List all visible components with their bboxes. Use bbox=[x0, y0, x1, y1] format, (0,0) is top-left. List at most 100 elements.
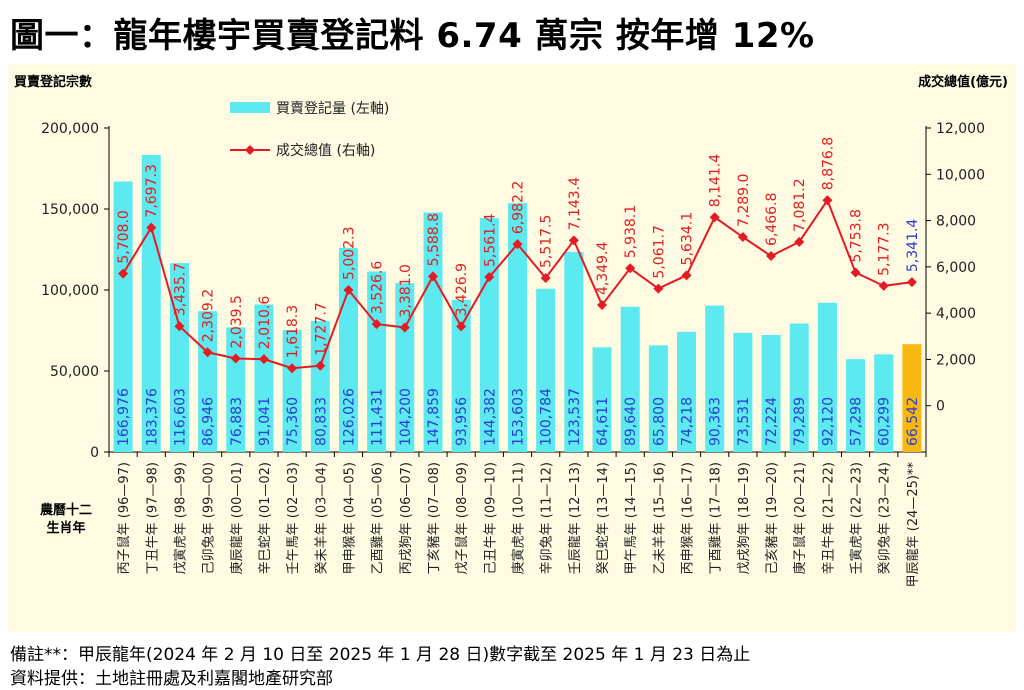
bar-registrations bbox=[705, 305, 725, 452]
x-category-label: 庚辰龍年 (00—01) bbox=[229, 462, 245, 574]
y-left-tick-label: 50,000 bbox=[50, 364, 99, 380]
bar-value-label: 79,289 bbox=[792, 397, 808, 446]
bar-registrations bbox=[423, 212, 443, 452]
line-value-label: 5,588.8 bbox=[426, 213, 442, 266]
bar-value-label: 65,800 bbox=[651, 397, 667, 446]
line-point-marker bbox=[709, 212, 720, 223]
line-point-marker bbox=[681, 270, 692, 281]
line-value-label: 1,727.7 bbox=[313, 302, 329, 355]
bar-value-label: 153,603 bbox=[511, 388, 527, 446]
bar-value-label: 183,376 bbox=[144, 388, 160, 446]
bar-value-label: 80,833 bbox=[313, 397, 329, 446]
bar-value-label: 116,603 bbox=[172, 388, 188, 446]
bar-value-label: 66,542 bbox=[905, 397, 921, 446]
bar-value-label: 104,200 bbox=[398, 388, 414, 446]
line-point-marker bbox=[456, 321, 467, 332]
bar-value-label: 123,537 bbox=[567, 388, 583, 446]
bar-registrations bbox=[620, 306, 640, 452]
y-right-tick-label: 10,000 bbox=[936, 167, 985, 183]
x-category-label: 丙申猴年 (16—17) bbox=[681, 462, 696, 574]
x-category-label: 己亥豬年 (19—20) bbox=[765, 462, 780, 574]
y-left-tick-label: 0 bbox=[90, 445, 99, 461]
bar-registrations bbox=[648, 345, 668, 452]
y-left-tick-label: 150,000 bbox=[41, 202, 99, 218]
x-category-label: 癸巳蛇年 (13—14) bbox=[596, 462, 611, 574]
legend-line-label: 成交總值 (右軸) bbox=[276, 142, 375, 159]
y-axis-left-title: 買賣登記宗數 bbox=[14, 74, 92, 90]
bar-registrations bbox=[564, 251, 584, 452]
line-value-label: 2,039.5 bbox=[229, 295, 245, 348]
x-category-label: 甲午馬年 (14—15) bbox=[624, 462, 639, 574]
bar-value-label: 73,531 bbox=[736, 397, 752, 446]
line-point-marker bbox=[737, 232, 748, 243]
line-value-label: 5,753.8 bbox=[849, 209, 865, 262]
bar-value-label: 76,883 bbox=[229, 397, 245, 446]
bar-registrations bbox=[367, 271, 387, 452]
line-point-marker bbox=[202, 347, 213, 358]
x-category-label: 丁亥豬年 (07—08) bbox=[427, 462, 442, 574]
bar-registrations bbox=[141, 154, 161, 452]
legend-bar-label: 買賣登記量 (左軸) bbox=[276, 100, 389, 117]
footnote-source: 資料提供：土地註冊處及利嘉閣地產研究部 bbox=[10, 669, 333, 689]
x-category-label: 丁丑牛年 (97—98) bbox=[145, 462, 160, 574]
x-category-label: 癸未羊年 (03—04) bbox=[313, 462, 329, 574]
bar-registrations bbox=[592, 347, 612, 452]
y-left-tick-label: 100,000 bbox=[41, 283, 99, 299]
bar-registrations bbox=[254, 304, 274, 452]
line-value-label: 7,081.2 bbox=[792, 178, 808, 231]
line-point-marker bbox=[315, 360, 326, 371]
x-axis-title-line1: 農曆十二 bbox=[40, 502, 92, 518]
line-point-marker bbox=[850, 267, 861, 278]
line-point-marker bbox=[230, 353, 241, 364]
bar-registrations bbox=[536, 288, 556, 452]
line-point-marker bbox=[822, 195, 833, 206]
x-category-label: 戊寅虎年 (98—99) bbox=[172, 462, 188, 574]
line-value-label: 5,002.3 bbox=[341, 227, 357, 280]
x-category-label: 癸卯兔年 (23—24) bbox=[878, 462, 893, 574]
line-value-label: 5,177.3 bbox=[877, 222, 893, 275]
y-right-tick-label: 12,000 bbox=[936, 121, 985, 137]
chart-panel: 買賣登記宗數 成交總值(億元) 0 50,000 100,000 150,000 200,0… bbox=[8, 64, 1016, 632]
bar-registrations bbox=[846, 359, 866, 452]
line-point-marker bbox=[174, 321, 185, 332]
x-category-label: 庚寅虎年 (10—11) bbox=[511, 462, 527, 574]
x-category-label: 丙戌狗年 (06—07) bbox=[399, 462, 414, 574]
line-value-label: 5,561.4 bbox=[482, 213, 498, 267]
bar-value-label: 57,298 bbox=[849, 397, 865, 446]
line-point-marker bbox=[399, 322, 410, 333]
line-value-label: 5,708.0 bbox=[116, 210, 132, 263]
y-right-tick-label: 8,000 bbox=[936, 214, 976, 230]
x-axis-title-line2: 生肖年 bbox=[46, 520, 85, 536]
bar-value-label: 72,224 bbox=[764, 397, 780, 446]
y-axis-right-title: 成交總值(億元) bbox=[918, 74, 1008, 90]
legend-bar-swatch bbox=[230, 102, 270, 113]
bar-registrations bbox=[338, 247, 358, 452]
line-point-marker bbox=[343, 284, 354, 295]
line-value-label: 3,435.7 bbox=[172, 263, 188, 316]
bar-value-label: 93,956 bbox=[454, 397, 470, 446]
x-category-label: 壬辰龍年 (12—13) bbox=[567, 462, 583, 574]
line-value-label: 4,349.4 bbox=[595, 242, 611, 296]
line-point-marker bbox=[766, 251, 777, 262]
bar-registrations bbox=[113, 181, 133, 452]
line-point-marker bbox=[878, 280, 889, 291]
x-category-label: 辛丑牛年 (21—22) bbox=[821, 462, 836, 574]
line-value-label: 8,876.8 bbox=[820, 137, 836, 190]
bar-value-label: 126,026 bbox=[341, 388, 357, 446]
x-category-label: 乙酉雞年 (05—06) bbox=[371, 462, 386, 574]
line-value-label: 8,141.4 bbox=[708, 154, 724, 208]
bar-registrations bbox=[874, 354, 894, 452]
bar-registrations bbox=[479, 218, 499, 452]
chart-title: 圖一：龍年樓宇買賣登記料 6.74 萬宗 按年增 12% bbox=[10, 16, 815, 56]
line-point-marker bbox=[794, 236, 805, 247]
bar-registrations bbox=[198, 311, 218, 452]
line-point-marker bbox=[906, 277, 917, 288]
line-value-label: 7,289.0 bbox=[736, 174, 752, 227]
bar-registrations bbox=[451, 299, 471, 452]
x-category-label: 己丑牛年 (09—10) bbox=[483, 462, 498, 574]
bar-value-label: 100,784 bbox=[539, 388, 555, 446]
bar-value-label: 147,859 bbox=[426, 388, 442, 446]
bar-registrations bbox=[395, 283, 415, 452]
y-right-tick-label: 6,000 bbox=[936, 260, 976, 276]
line-value-label: 1,618.3 bbox=[285, 305, 301, 358]
